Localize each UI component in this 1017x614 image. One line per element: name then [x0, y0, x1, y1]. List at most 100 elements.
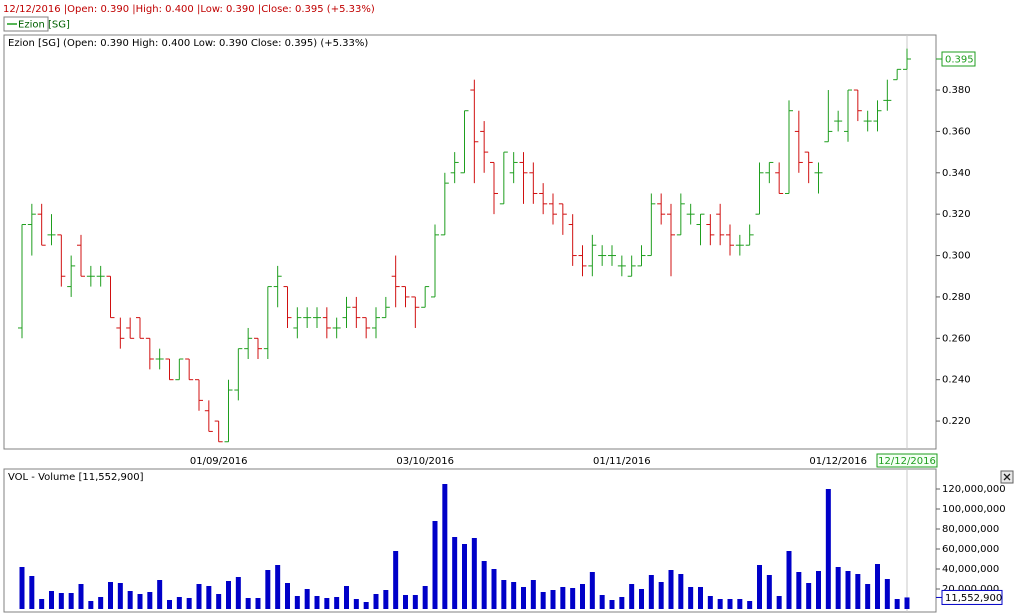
volume-bar: [491, 569, 497, 609]
volume-bar: [383, 590, 389, 609]
y-tick-label: 0.360: [942, 126, 971, 137]
volume-bar: [884, 579, 890, 609]
volume-bar: [776, 596, 782, 609]
volume-bar: [147, 592, 153, 609]
volume-bar: [678, 574, 684, 609]
volume-bar: [560, 587, 566, 609]
close-icon: [1003, 473, 1011, 481]
volume-bar: [894, 599, 900, 609]
legend-label: Ezion [SG]: [18, 20, 70, 31]
volume-panel: [3, 468, 937, 613]
volume-bar: [98, 597, 104, 609]
volume-bar: [88, 601, 94, 609]
volume-bar: [875, 564, 880, 609]
volume-bar: [668, 570, 674, 609]
volume-bar: [540, 592, 546, 609]
volume-bar: [412, 595, 418, 609]
volume-bar: [589, 572, 595, 609]
y-tick-label: 0.380: [942, 85, 971, 96]
y-tick-label: 120,000,000: [942, 484, 1006, 495]
y-tick-label: 0.320: [942, 209, 971, 220]
x-tick-label: 12/12/2016: [878, 456, 936, 467]
volume-bar: [393, 551, 399, 609]
volume-bar: [855, 574, 861, 609]
volume-bar: [294, 596, 300, 609]
y-tick-label: 0.260: [942, 333, 971, 344]
volume-bar: [127, 591, 133, 609]
x-tick-label: 01/11/2016: [593, 456, 651, 467]
volume-bar: [845, 571, 851, 609]
volume-bar: [78, 584, 84, 609]
price-title: Ezion [SG] (Open: 0.390 High: 0.400 Low:…: [8, 38, 368, 49]
volume-bar: [29, 576, 35, 609]
volume-bar: [599, 595, 605, 609]
volume-bar: [658, 582, 664, 609]
volume-bar: [550, 590, 556, 609]
volume-bar: [285, 583, 290, 609]
volume-bar: [747, 601, 753, 609]
volume-bar: [117, 583, 123, 609]
volume-bar: [442, 484, 448, 609]
volume-bar: [796, 572, 802, 609]
last-value-label: 11,552,900: [945, 593, 1002, 604]
volume-bar: [137, 594, 143, 609]
x-cursor-tag: [876, 453, 938, 468]
volume-bar: [108, 582, 113, 609]
volume-bar: [344, 586, 349, 609]
volume-bar: [58, 593, 64, 609]
volume-bar: [904, 597, 910, 609]
volume-bar: [314, 596, 320, 609]
volume-bar: [737, 599, 743, 609]
y-tick-label: 0.340: [942, 168, 971, 179]
volume-bar: [806, 583, 812, 609]
volume-bar: [639, 589, 644, 609]
volume-bar: [717, 599, 723, 609]
y-tick-label: 0.280: [942, 292, 971, 303]
volume-bar: [39, 599, 45, 609]
y-tick-label: 0.300: [942, 251, 971, 262]
y-tick-label: 40,000,000: [942, 564, 999, 575]
volume-bar: [49, 591, 54, 609]
y-tick-label: 80,000,000: [942, 524, 999, 535]
volume-bar: [648, 575, 654, 609]
volume-bar: [432, 521, 438, 609]
volume-bar: [176, 597, 182, 609]
y-tick-label: 60,000,000: [942, 544, 999, 555]
volume-bar: [373, 594, 379, 609]
volume-bar: [19, 567, 25, 609]
y-tick-label: 0.240: [942, 375, 971, 386]
volume-bar: [196, 584, 202, 609]
y-tick-label: 20,000,000: [942, 584, 999, 595]
y-tick-label: 0.220: [942, 416, 971, 427]
volume-bar: [501, 580, 507, 609]
volume-bar: [304, 589, 310, 609]
y-tick-label: 100,000,000: [942, 504, 1006, 515]
volume-bar: [245, 598, 251, 609]
volume-bar: [353, 599, 359, 609]
volume-bar: [865, 584, 871, 609]
volume-bar: [530, 580, 536, 609]
volume-bar: [226, 581, 231, 609]
volume-bar: [403, 595, 408, 609]
volume-bar: [186, 598, 192, 609]
header-bar: 12/12/2016 |Open: 0.390 |High: 0.400 |Lo…: [3, 4, 375, 15]
volume-title: VOL - Volume [11,552,900]: [8, 472, 144, 483]
volume-bar: [511, 582, 517, 609]
volume-bar: [698, 587, 703, 609]
volume-bar: [462, 544, 467, 609]
close-button[interactable]: [1000, 470, 1014, 484]
volume-bar: [363, 602, 369, 609]
volume-bar: [167, 600, 172, 609]
volume-bar: [825, 489, 831, 609]
price-panel: [3, 34, 937, 450]
legend-box[interactable]: [3, 16, 49, 32]
volume-bar: [216, 594, 222, 609]
volume-bar: [275, 565, 281, 609]
volume-bar: [727, 599, 733, 609]
volume-bar: [688, 587, 694, 609]
volume-bar: [609, 600, 615, 609]
last-value-label: 0.395: [945, 55, 974, 66]
x-tick-label: 01/12/2016: [809, 456, 867, 467]
volume-bar: [68, 593, 74, 609]
